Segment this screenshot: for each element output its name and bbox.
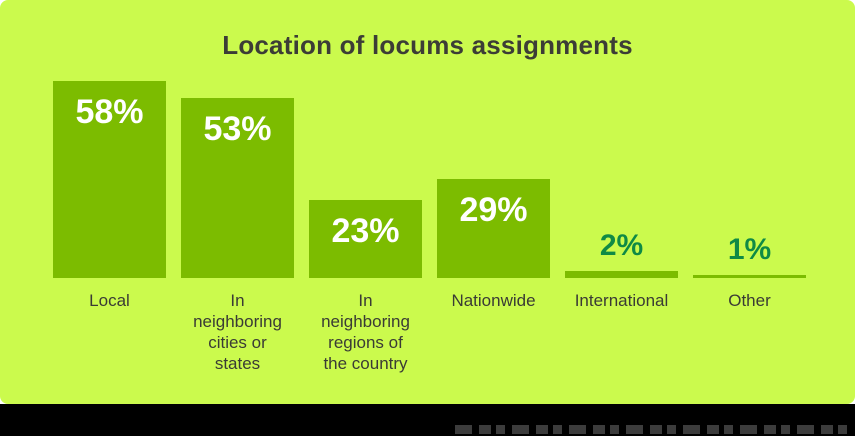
- bar-category-label-other: Other: [728, 291, 771, 310]
- bar-other: [693, 275, 806, 278]
- bar-value-label-international: 2%: [599, 229, 644, 262]
- bar-value-label-nationwide: 29%: [459, 191, 528, 229]
- bar-in-neighboring-regions-of-the-country: 23%: [309, 200, 422, 278]
- bar-chart: 58% Local 53% In neighboring cities or stat…: [53, 81, 806, 373]
- bar-value-label-in-neighboring-cities-or-states: 53%: [203, 110, 272, 148]
- bar-category-label-in-neighboring-cities-or-states: In neighboring cities or states: [193, 291, 282, 373]
- bar-value-label-local: 58%: [75, 93, 144, 131]
- bar-category-label-in-neighboring-regions-of-the-country: In neighboring regions of the country: [321, 291, 410, 373]
- chart-card: Location of locums assignments 58% Local 5…: [0, 0, 855, 404]
- bottom-black-band: [0, 404, 855, 436]
- bar-value-label-other: 1%: [727, 233, 772, 266]
- bar-local: 58%: [53, 81, 166, 278]
- chart-title: Location of locums assignments: [222, 30, 633, 60]
- bar-in-neighboring-cities-or-states: 53%: [181, 98, 294, 278]
- bar-value-label-in-neighboring-regions-of-the-country: 23%: [331, 212, 400, 250]
- bar-nationwide: 29%: [437, 179, 550, 278]
- bar-international: [565, 271, 678, 278]
- bar-category-label-nationwide: Nationwide: [451, 291, 536, 310]
- cropped-text-remnant: [455, 425, 851, 434]
- bar-category-label-international: International: [574, 291, 669, 310]
- bar-category-label-local: Local: [89, 291, 130, 310]
